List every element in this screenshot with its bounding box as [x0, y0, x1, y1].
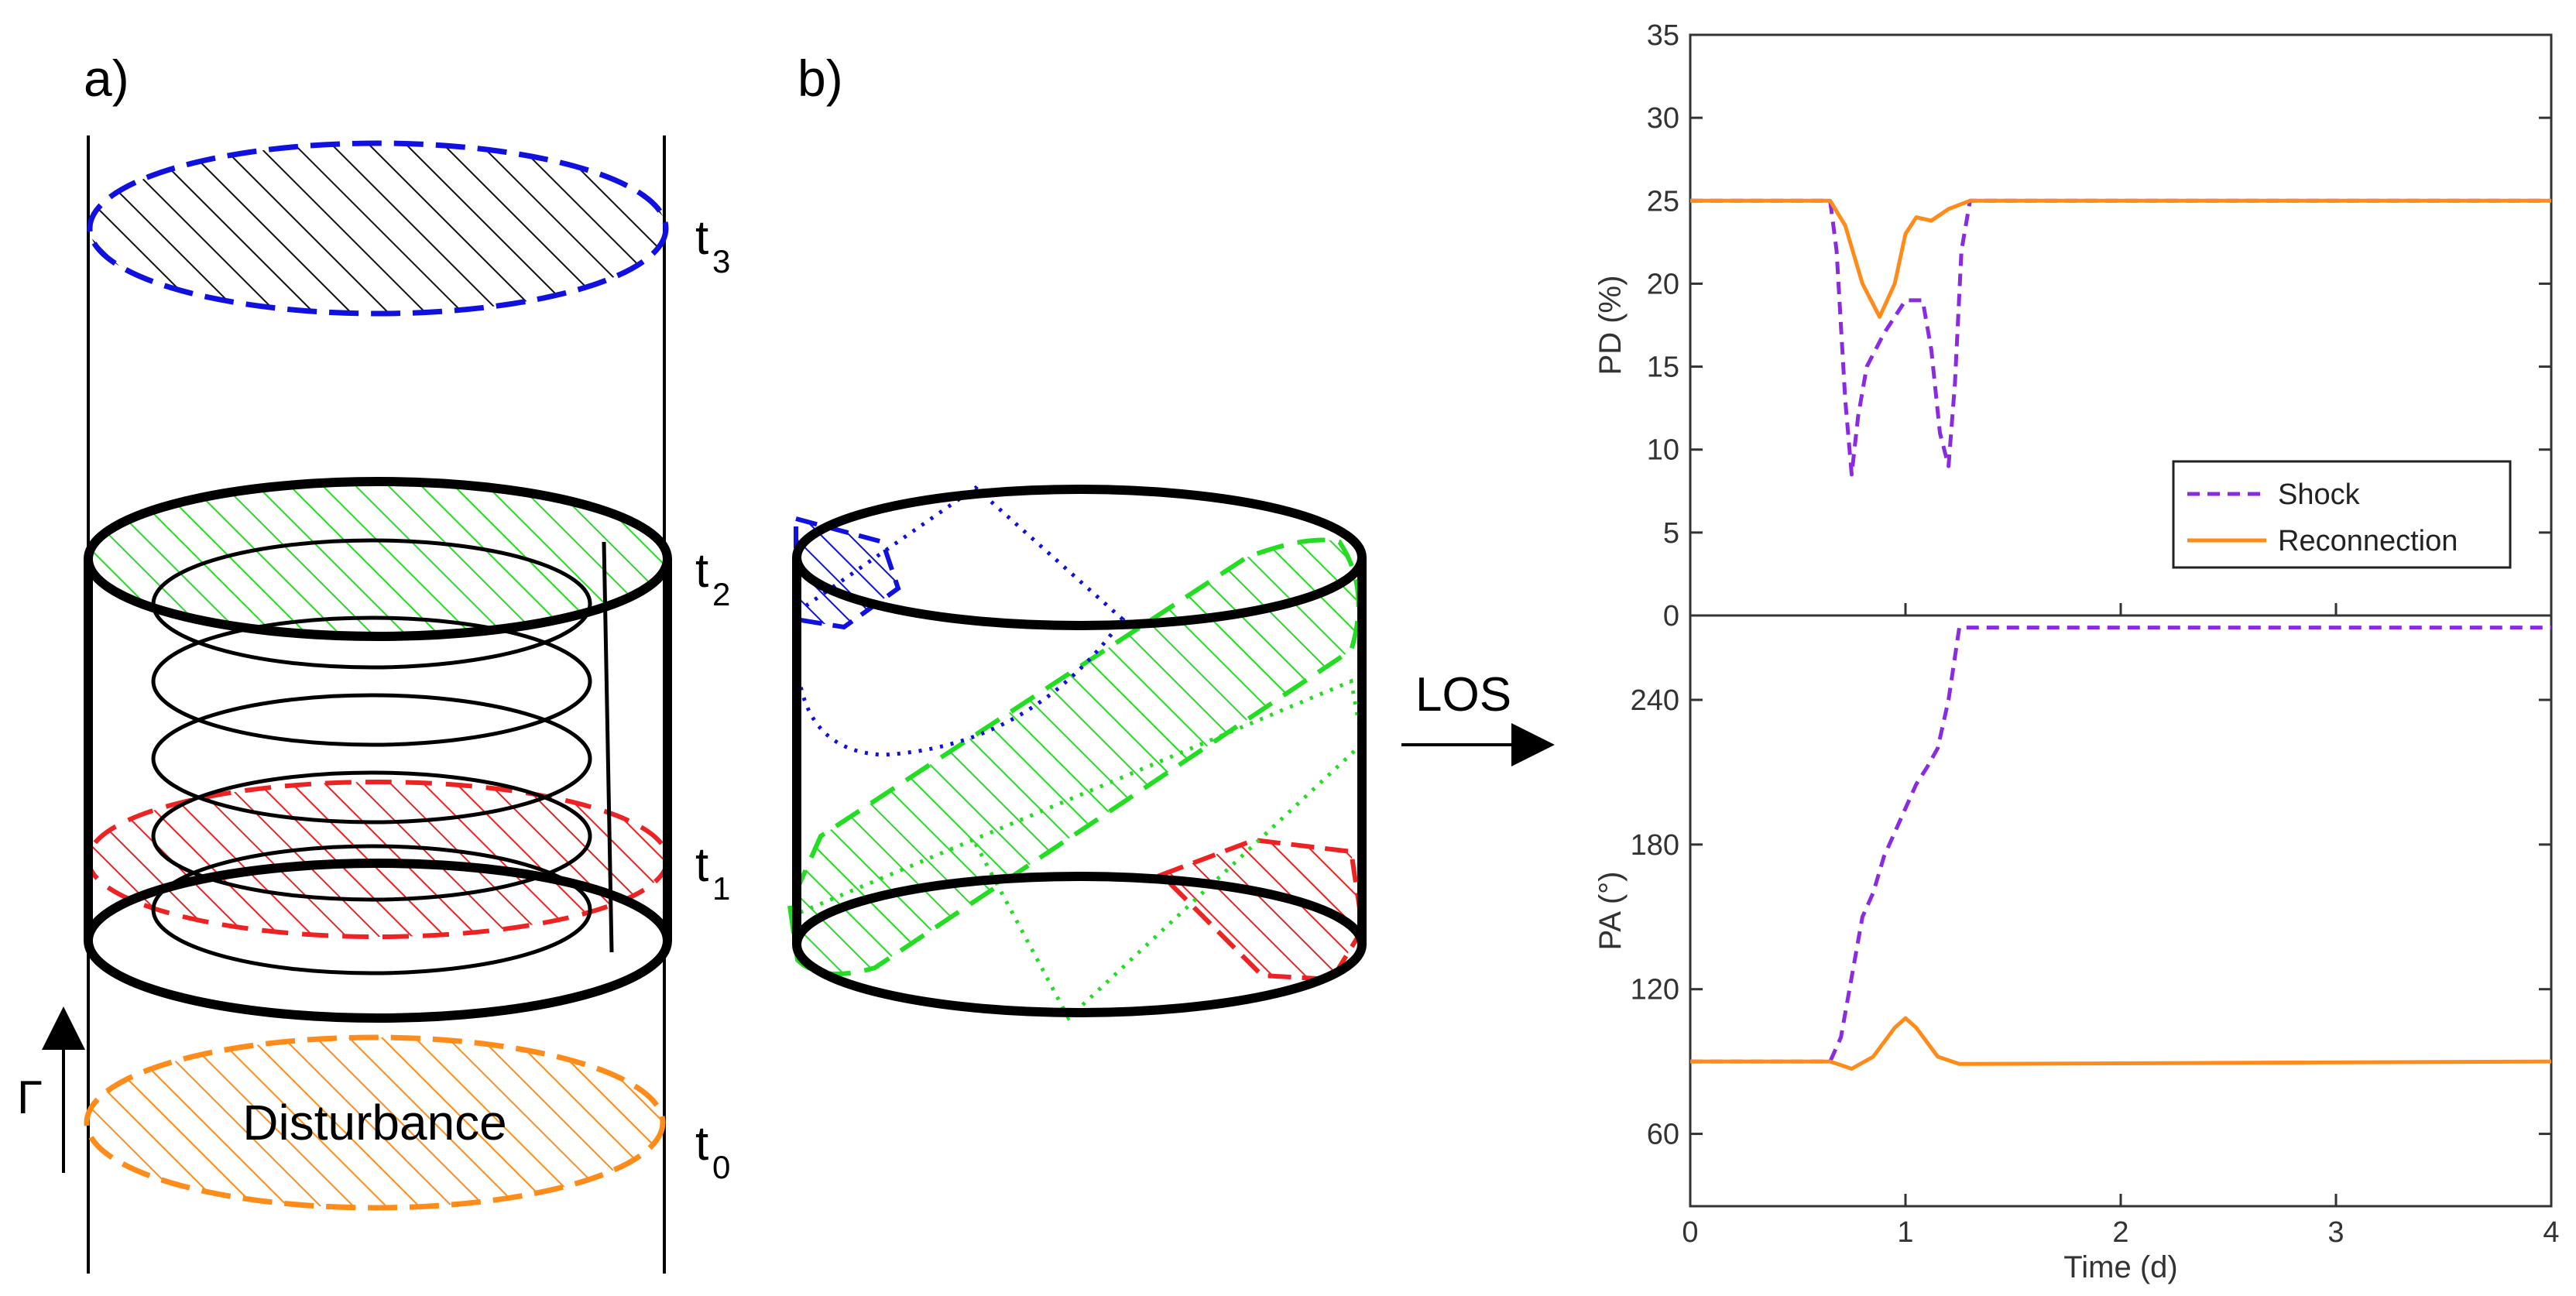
cylinder-a: [84, 477, 672, 1023]
pa-ytick-label-2: 180: [1631, 829, 1679, 862]
pd-ytick-label-3: 15: [1647, 351, 1679, 384]
emission-region-oblique: [790, 540, 1359, 974]
legend: [2172, 460, 2512, 569]
pa-ylabel: PA (°): [1593, 872, 1628, 951]
pd-series-shock: [1690, 198, 2551, 477]
pa-ytick-label-0: 60: [1647, 1119, 1679, 1151]
chart-pa: 60 120 180 240 0 1 2 3 4 PA (°) Time (d): [1593, 614, 2560, 1284]
los-label: LOS: [1415, 668, 1511, 722]
time-label-t3: t 3: [695, 211, 730, 279]
disturbance-label: Disturbance: [242, 1095, 507, 1150]
pa-xtick-label-2: 2: [2112, 1216, 2128, 1249]
emission-region-red: [1161, 840, 1363, 979]
svg-text:0: 0: [712, 1149, 730, 1185]
pa-series-reconnection: [1690, 1016, 2552, 1071]
pa-series-shock: [1690, 626, 2551, 1064]
pa-xtick-label-3: 3: [2327, 1216, 2344, 1249]
panel-b-label: b): [797, 50, 843, 107]
pd-ytick-label-5: 25: [1647, 185, 1679, 218]
emission-region-t3: [87, 140, 669, 317]
pd-ytick-label-6: 30: [1647, 102, 1679, 135]
svg-text:2: 2: [712, 576, 730, 612]
svg-text:t: t: [695, 211, 708, 265]
svg-text:3: 3: [712, 243, 730, 279]
pd-ytick-label-1: 5: [1663, 517, 1679, 550]
pd-series-reconnection: [1690, 198, 2551, 319]
pa-ytick-label-1: 120: [1631, 974, 1679, 1006]
panel-a: a): [17, 50, 730, 1274]
panel-b: b) LOS: [787, 50, 1555, 1022]
pd-ytick-label-2: 10: [1647, 434, 1679, 467]
magnetic-helix: [151, 538, 614, 975]
pa-plot-frame: [1689, 614, 2553, 1208]
pa-xtick-label-0: 0: [1682, 1216, 1698, 1249]
gamma-label: Γ: [17, 1071, 43, 1123]
disturbance-region-t0: Disturbance: [84, 1034, 666, 1211]
legend-label-shock: Shock: [2278, 478, 2361, 511]
time-label-t0: t 0: [695, 1117, 730, 1185]
pd-ylabel: PD (%): [1593, 276, 1628, 375]
green-dotted-path: [797, 678, 1365, 1022]
time-label-t1: t 1: [695, 838, 730, 907]
pa-ytick-label-3: 240: [1631, 684, 1679, 717]
svg-text:t: t: [695, 1117, 708, 1171]
svg-text:t: t: [695, 544, 708, 598]
panel-a-label: a): [84, 50, 129, 107]
svg-text:1: 1: [712, 870, 730, 907]
legend-label-reconnection: Reconnection: [2278, 525, 2458, 557]
pd-ytick-label-4: 20: [1647, 268, 1679, 300]
pa-xtick-label-1: 1: [1897, 1216, 1913, 1249]
chart-pd: 0 5 10 15 20 25 30 35 PD (%) Shock Reconnection: [1593, 19, 2553, 633]
svg-text:t: t: [695, 838, 708, 892]
pd-ytick-label-7: 35: [1647, 19, 1679, 52]
pa-xtick-label-4: 4: [2543, 1216, 2559, 1249]
pd-ytick-label-0: 0: [1663, 600, 1679, 633]
cylinder-b: [792, 485, 1367, 1017]
time-label-t2: t 2: [695, 544, 730, 612]
pa-xlabel: Time (d): [2063, 1250, 2177, 1284]
